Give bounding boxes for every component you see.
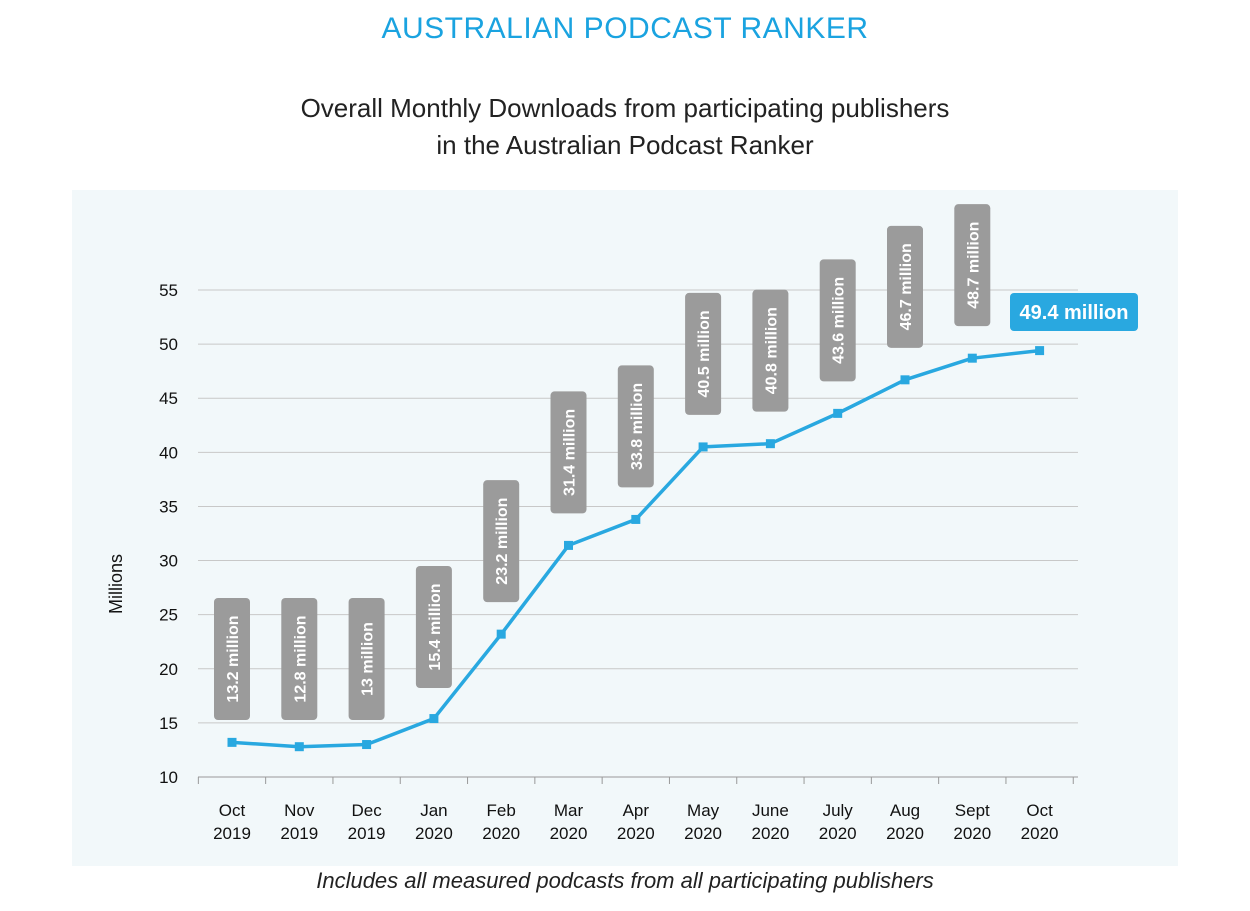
x-tick-label: Nov 2019	[280, 801, 318, 843]
data-label-box	[887, 225, 923, 348]
x-tick-label: July 2020	[819, 801, 857, 843]
data-label-box	[483, 480, 520, 603]
data-label: 31.4 million	[562, 409, 579, 496]
x-tick-label: Feb 2020	[482, 801, 520, 843]
y-tick-label: 45	[159, 389, 178, 408]
data-point	[765, 439, 775, 449]
x-tick-label: Dec 2019	[348, 801, 386, 843]
brand-title: AUSTRALIAN PODCAST RANKER	[381, 12, 869, 45]
data-point	[294, 742, 304, 752]
data-label-box	[281, 598, 318, 720]
data-label: 13.2 million	[225, 615, 242, 702]
y-tick-label: 50	[159, 335, 178, 354]
data-point	[362, 740, 372, 750]
chart-title: Overall Monthly Downloads from participa…	[0, 90, 1250, 164]
data-label: 13 million	[360, 622, 377, 696]
data-label: 15.4 million	[427, 583, 444, 670]
x-tick-label: Oct 2019	[213, 801, 251, 843]
data-label-box	[214, 598, 250, 720]
data-label-box	[550, 391, 587, 514]
x-tick-label: Oct 2020	[1021, 801, 1059, 843]
y-tick-label: 35	[159, 497, 178, 516]
data-point	[564, 540, 573, 550]
y-tick-label: 15	[159, 714, 178, 733]
x-tick-label: Sept 2020	[953, 801, 991, 843]
footnote: Includes all measured podcasts from all …	[316, 868, 934, 893]
y-tick-label: 25	[159, 606, 178, 625]
y-tick-label: 10	[159, 768, 178, 787]
data-point	[496, 629, 506, 639]
y-tick-label: 20	[159, 660, 178, 679]
x-tick-label: Aug 2020	[886, 801, 924, 843]
data-label-box	[954, 204, 991, 327]
data-label: 23.2 million	[494, 498, 511, 585]
data-point	[900, 375, 910, 385]
data-label: 33.8 million	[629, 383, 646, 470]
data-label: 40.8 million	[763, 307, 780, 394]
data-label: 12.8 million	[292, 615, 309, 702]
data-label-box	[819, 259, 856, 382]
chart-title-line-1: Overall Monthly Downloads from participa…	[300, 93, 950, 123]
data-label: 46.7 million	[898, 243, 915, 330]
x-tick-label: Mar 2020	[550, 801, 588, 843]
data-point	[227, 737, 237, 747]
data-point	[698, 442, 708, 452]
data-label: 48.7 million	[965, 222, 982, 309]
chart-title-line-2: in the Australian Podcast Ranker	[436, 130, 814, 160]
y-tick-label: 55	[159, 281, 178, 300]
data-label-box	[348, 598, 385, 720]
y-axis-label: Millions	[106, 554, 126, 614]
data-label: 49.4 million	[1020, 302, 1129, 324]
data-label-box	[752, 289, 789, 412]
data-point	[833, 408, 843, 418]
y-tick-label: 40	[159, 443, 178, 462]
y-tick-label: 30	[159, 552, 178, 571]
data-label: 40.5 million	[696, 310, 713, 397]
data-label-box	[617, 365, 654, 488]
x-tick-label: Jan 2020	[415, 801, 453, 843]
data-point	[631, 514, 641, 524]
chart-panel	[72, 190, 1178, 866]
data-point	[1035, 346, 1045, 356]
data-label-box	[685, 292, 722, 415]
x-tick-label: May 2020	[684, 801, 722, 843]
data-label-box	[415, 566, 452, 688]
x-tick-label: Apr 2020	[617, 801, 655, 843]
data-label: 43.6 million	[831, 277, 848, 364]
data-point	[967, 353, 977, 363]
data-label-box-highlight	[1010, 293, 1138, 331]
x-tick-label: June 2020	[751, 801, 789, 843]
data-point	[429, 714, 439, 724]
